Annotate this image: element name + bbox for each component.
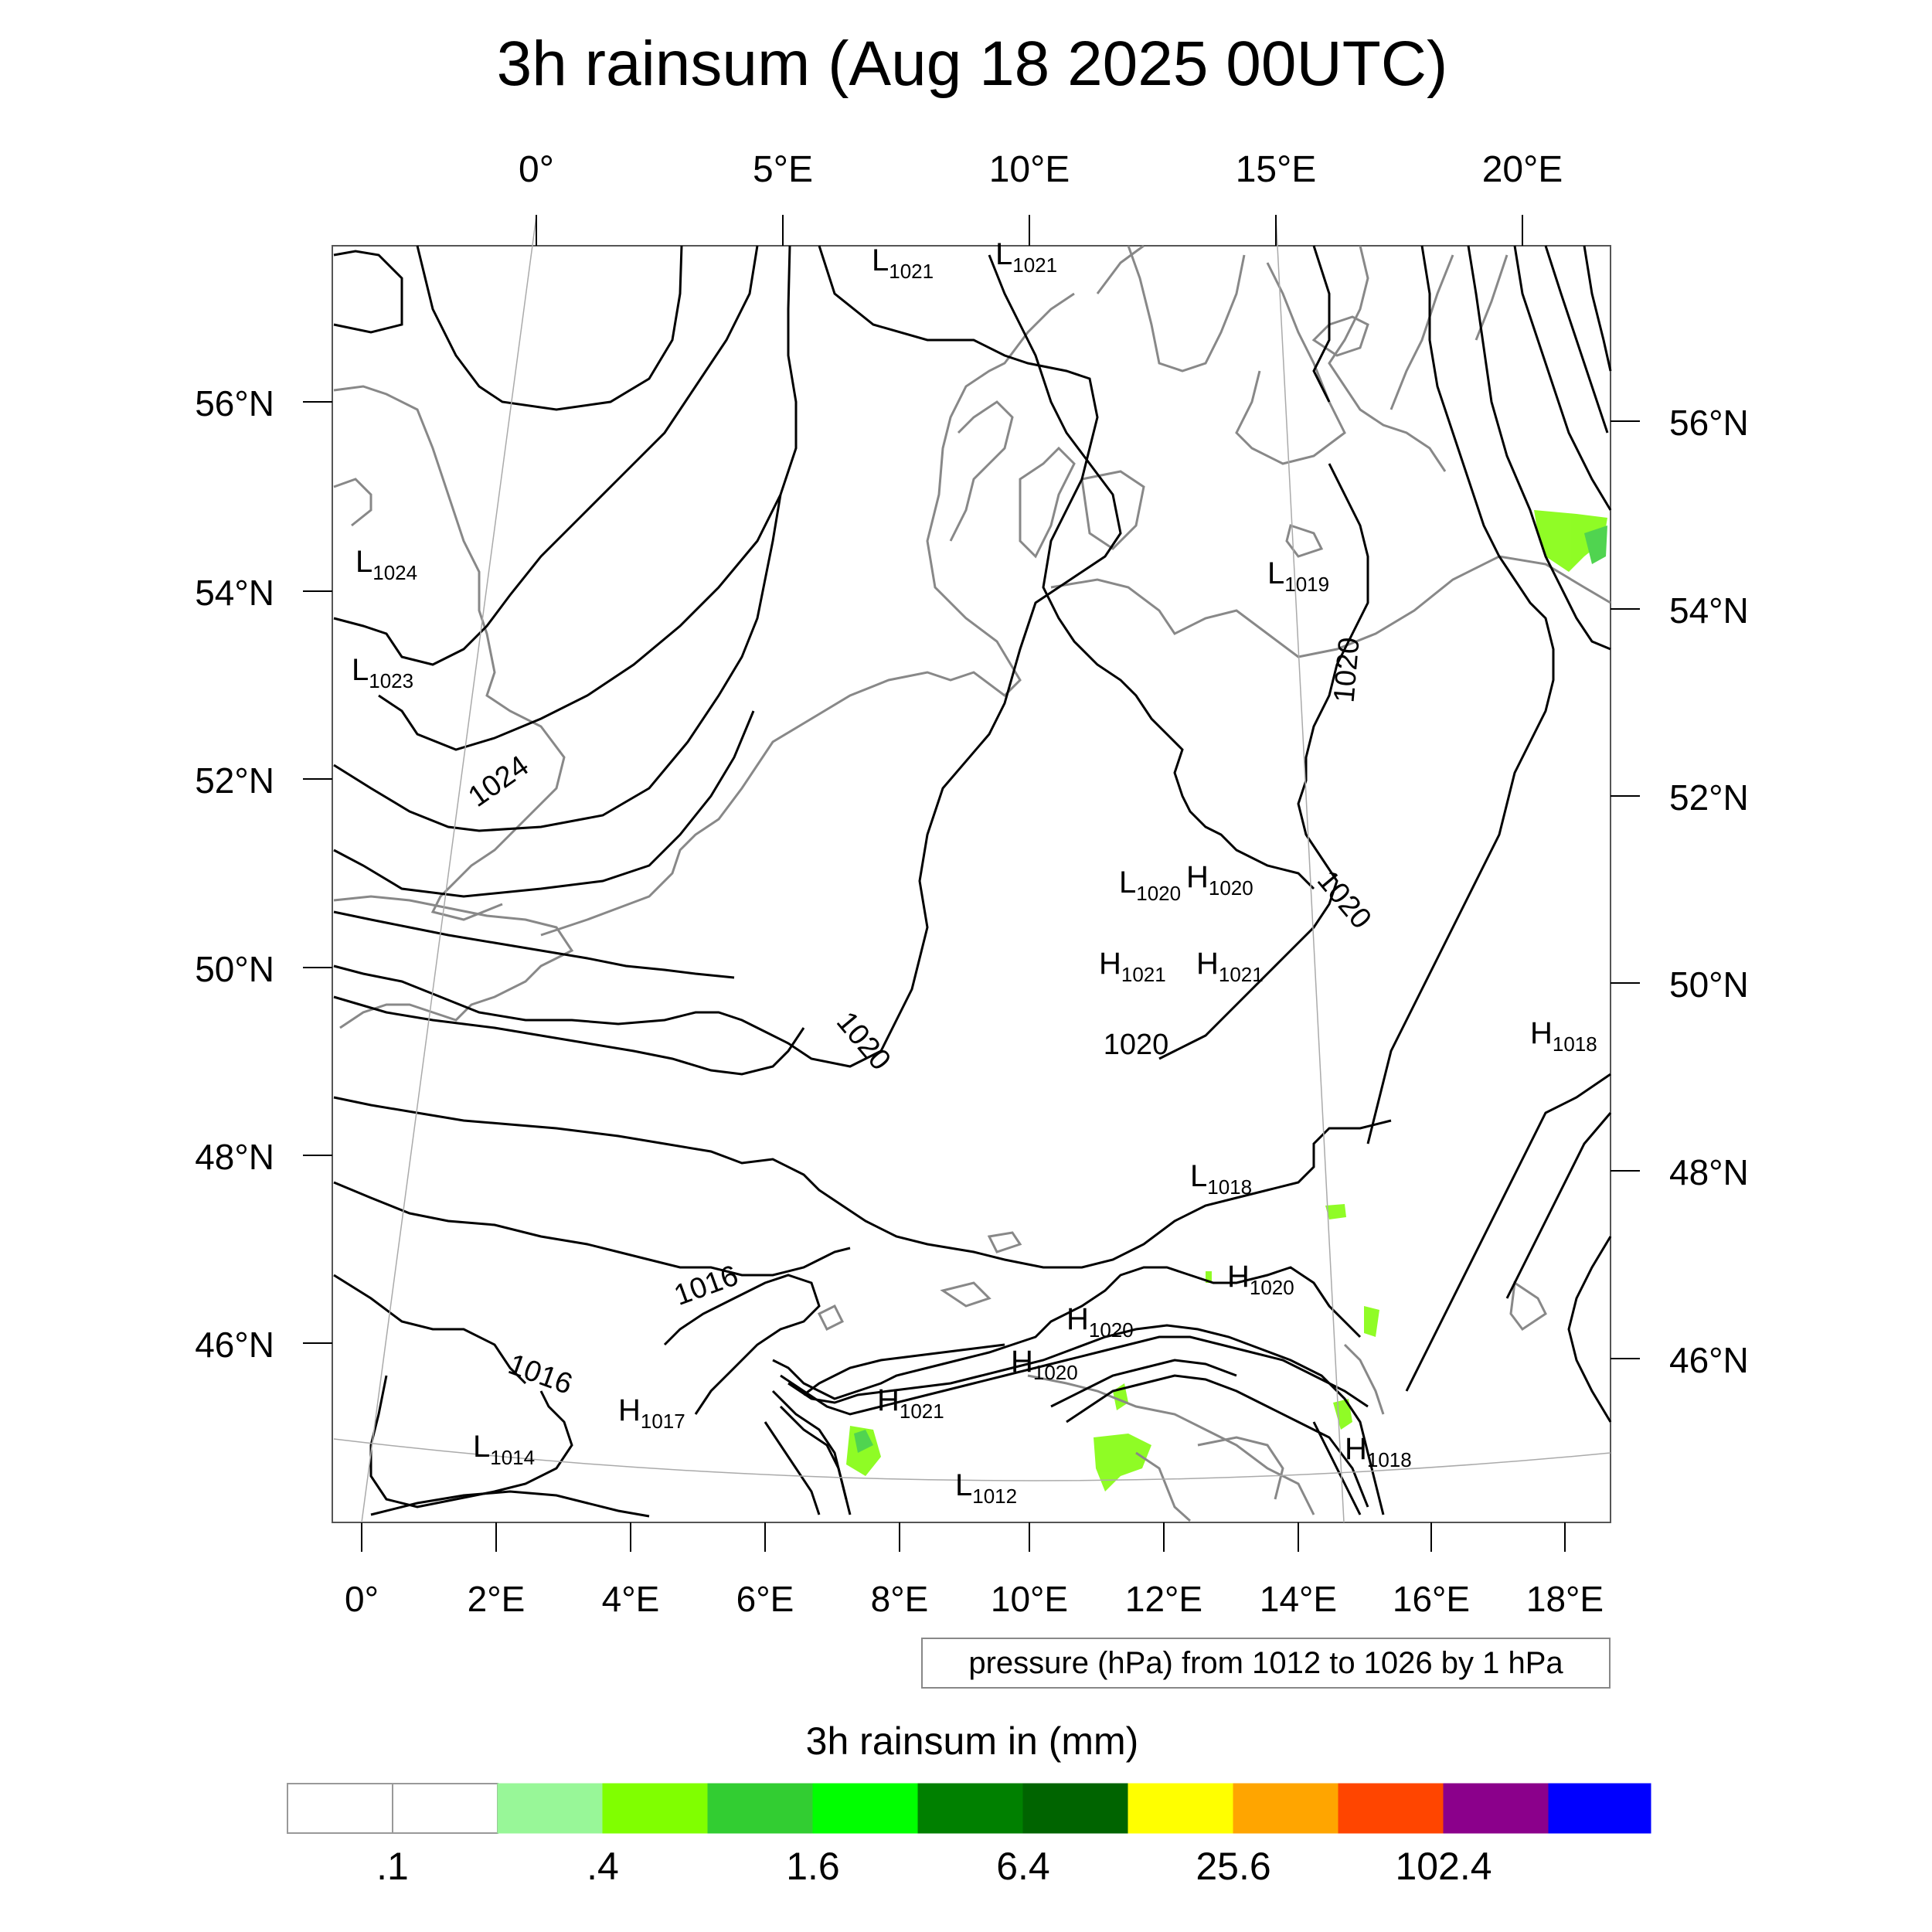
pressure-center-low: L1020 xyxy=(1119,866,1181,905)
right-lat-label: 50°N xyxy=(1669,964,1749,1005)
right-lat-label: 56°N xyxy=(1669,403,1749,443)
bottom-lon-label: 6°E xyxy=(736,1579,794,1619)
bottom-lon-label: 12°E xyxy=(1125,1579,1202,1619)
pressure-info-text: pressure (hPa) from 1012 to 1026 by 1 hP… xyxy=(968,1646,1563,1680)
colorbar-box-1 xyxy=(392,1783,498,1834)
right-lat-label: 52°N xyxy=(1669,777,1749,818)
map-area: 1024 1020 1020 1020 1020 1016 1016 L1021… xyxy=(332,216,1612,1523)
colorbar-box-7 xyxy=(1022,1783,1129,1834)
bottom-lon-label: 4°E xyxy=(602,1579,660,1619)
pressure-center-low: L1012 xyxy=(955,1468,1017,1508)
pressure-center-low: L1023 xyxy=(352,653,413,692)
right-latitude-labels: 56°N 54°N 52°N 50°N 48°N 46°N xyxy=(1669,403,1749,1380)
colorbar-tick-label: .4 xyxy=(587,1845,619,1888)
top-longitude-labels: 0° 5°E 10°E 15°E 20°E xyxy=(519,149,1563,190)
colorbar-box-4 xyxy=(707,1783,814,1834)
isobars xyxy=(333,245,1612,1518)
top-lon-label: 0° xyxy=(519,149,554,190)
colorbar-box-8 xyxy=(1128,1783,1234,1834)
left-lat-label: 48°N xyxy=(195,1137,274,1177)
pressure-info-box: pressure (hPa) from 1012 to 1026 by 1 hP… xyxy=(921,1638,1611,1689)
right-lat-label: 48°N xyxy=(1669,1152,1749,1192)
pressure-center-low: L1019 xyxy=(1267,556,1329,596)
colorbar-tick-label: 6.4 xyxy=(996,1845,1050,1888)
left-lat-label: 56°N xyxy=(195,383,274,423)
left-latitude-labels: 56°N 54°N 52°N 50°N 48°N 46°N xyxy=(195,383,274,1365)
right-lat-label: 54°N xyxy=(1669,590,1749,631)
colorbar-box-5 xyxy=(812,1783,919,1834)
colorbar-tick-label: 1.6 xyxy=(786,1845,840,1888)
bottom-lon-label: 16°E xyxy=(1393,1579,1470,1619)
colorbar xyxy=(287,1783,1651,1834)
pressure-center-high: H1018 xyxy=(1530,1016,1597,1056)
pressure-center-high: H1020 xyxy=(1227,1260,1294,1299)
top-lon-label: 10°E xyxy=(989,149,1070,190)
right-latitude-axis xyxy=(1611,420,1640,1359)
bottom-longitude-axis xyxy=(361,1522,1566,1552)
right-lat-label: 46°N xyxy=(1669,1340,1749,1380)
left-lat-label: 54°N xyxy=(195,573,274,613)
left-lat-label: 46°N xyxy=(195,1325,274,1365)
pressure-center-high: H1021 xyxy=(1099,947,1166,986)
bottom-lon-label: 14°E xyxy=(1260,1579,1337,1619)
colorbar-box-0 xyxy=(287,1783,393,1834)
pressure-center-low: L1014 xyxy=(473,1430,535,1469)
left-lat-label: 50°N xyxy=(195,949,274,989)
colorbar-tick-label: 102.4 xyxy=(1395,1845,1492,1888)
colorbar-title: 3h rainsum in (mm) xyxy=(806,1719,1139,1763)
top-lon-label: 20°E xyxy=(1482,149,1563,190)
bottom-lon-label: 2°E xyxy=(468,1579,526,1619)
pressure-center-low: L1021 xyxy=(872,243,934,283)
top-lon-label: 15°E xyxy=(1236,149,1317,190)
bottom-lon-label: 0° xyxy=(345,1579,379,1619)
map-title: 3h rainsum (Aug 18 2025 00UTC) xyxy=(497,29,1448,99)
top-lon-label: 5°E xyxy=(753,149,813,190)
pressure-center-high: H1020 xyxy=(1066,1302,1134,1342)
pressure-center-high: H1021 xyxy=(1196,947,1264,986)
isobar-label: 1020 xyxy=(1328,636,1366,704)
bottom-lon-label: 8°E xyxy=(871,1579,929,1619)
left-latitude-axis xyxy=(303,401,332,1344)
isobar-label: 1020 xyxy=(1104,1029,1169,1061)
pressure-center-low: L1018 xyxy=(1190,1159,1252,1199)
pressure-center-high: H1018 xyxy=(1345,1432,1412,1471)
colorbar-box-2 xyxy=(497,1783,604,1834)
rain-patches xyxy=(846,510,1607,1492)
pressure-centers: L1021 L1021 L1024 L1023 L1019 L1020 H102… xyxy=(352,237,1597,1508)
bottom-longitude-labels: 0° 2°E 4°E 6°E 8°E 10°E 12°E 14°E 16°E 1… xyxy=(345,1579,1604,1619)
colorbar-box-12 xyxy=(1548,1783,1651,1834)
colorbar-box-10 xyxy=(1338,1783,1444,1834)
pressure-center-high: H1021 xyxy=(877,1383,944,1423)
pressure-center-high: H1017 xyxy=(618,1393,685,1433)
left-lat-label: 52°N xyxy=(195,760,274,801)
graticule xyxy=(333,216,1611,1523)
pressure-center-high: H1020 xyxy=(1011,1345,1078,1384)
pressure-center-high: H1020 xyxy=(1186,860,1253,900)
colorbar-tick-label: .1 xyxy=(376,1845,409,1888)
colorbar-box-3 xyxy=(602,1783,709,1834)
colorbar-box-9 xyxy=(1233,1783,1339,1834)
bottom-lon-label: 10°E xyxy=(991,1579,1068,1619)
colorbar-tick-label: 25.6 xyxy=(1196,1845,1270,1888)
top-longitude-axis xyxy=(536,215,1523,246)
colorbar-tick-labels: .1 .4 1.6 6.4 25.6 102.4 xyxy=(376,1845,1492,1888)
bottom-lon-label: 18°E xyxy=(1526,1579,1604,1619)
colorbar-box-11 xyxy=(1443,1783,1549,1834)
pressure-center-low: L1024 xyxy=(355,545,417,584)
pressure-center-low: L1021 xyxy=(995,237,1057,277)
colorbar-box-6 xyxy=(917,1783,1024,1834)
